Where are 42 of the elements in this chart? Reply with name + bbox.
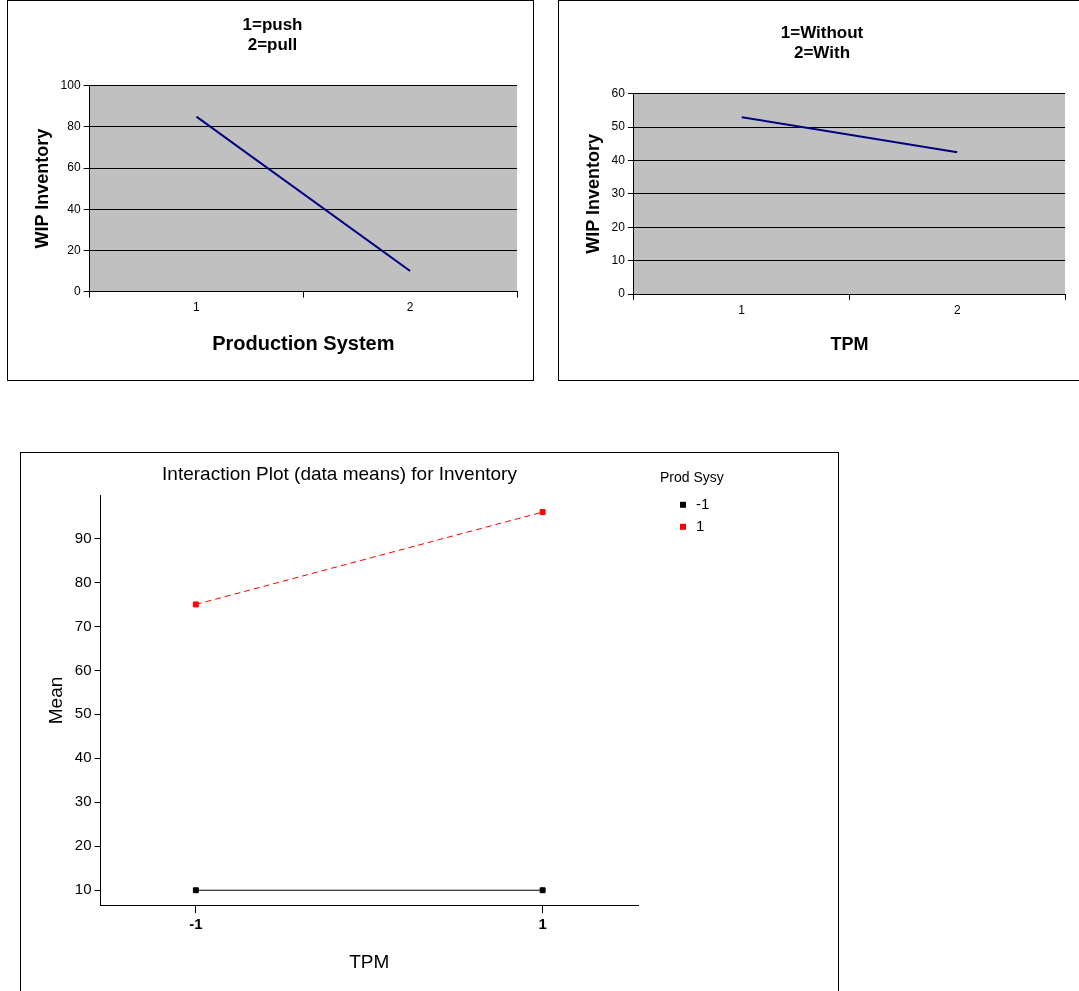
y-tick-label: 100 xyxy=(60,78,81,93)
y-tick-label: 10 xyxy=(74,880,92,898)
x-axis-title: TPM xyxy=(349,950,390,972)
y-axis-title: WIP Inventory xyxy=(31,128,52,249)
y-tick-label: 80 xyxy=(67,119,81,134)
y-tick-label: 20 xyxy=(611,219,626,234)
y-tick-label: 50 xyxy=(611,119,626,134)
x-tick-label: 2 xyxy=(953,302,961,317)
y-tick-label: 30 xyxy=(611,186,626,201)
y-tick-label: 50 xyxy=(74,704,92,722)
y-tick-label: 60 xyxy=(67,160,81,175)
y-tick-label: 40 xyxy=(74,748,92,766)
chart-title: 1=Without 2=With xyxy=(780,22,864,63)
y-axis-title: WIP Inventory xyxy=(582,134,603,254)
y-tick-label: 30 xyxy=(74,792,92,810)
point xyxy=(192,887,199,894)
x-tick-label: 1 xyxy=(738,302,746,317)
x-tick-label: 1 xyxy=(193,300,201,315)
legend-label: 1 xyxy=(696,516,705,534)
y-tick-label: 20 xyxy=(74,836,92,854)
chart-title: 1=push 2=pull xyxy=(242,14,303,55)
y-tick-label: 0 xyxy=(73,283,81,298)
point xyxy=(539,509,546,516)
y-tick-label: 70 xyxy=(74,616,92,634)
legend-title: Prod Sysy xyxy=(660,468,724,485)
x-axis-title: Production System xyxy=(212,331,395,354)
y-tick-label: 80 xyxy=(74,572,92,590)
y-tick-label: 20 xyxy=(67,242,81,257)
y-tick-label: 60 xyxy=(611,86,626,101)
y-axis-title: Mean xyxy=(44,676,66,725)
y-tick-label: 40 xyxy=(67,201,81,216)
y-tick-label: 10 xyxy=(611,252,626,267)
y-tick-label: 0 xyxy=(618,286,626,301)
point xyxy=(539,887,546,894)
point xyxy=(192,601,199,608)
y-tick-label: 90 xyxy=(74,528,92,546)
x-tick-label: 2 xyxy=(406,300,414,315)
x-axis-title: TPM xyxy=(830,334,869,355)
chart-title: Interaction Plot (data means) for Inventory xyxy=(162,462,518,484)
y-tick-label: 60 xyxy=(74,660,92,678)
legend-label: -1 xyxy=(696,494,710,512)
y-tick-label: 40 xyxy=(611,152,626,167)
